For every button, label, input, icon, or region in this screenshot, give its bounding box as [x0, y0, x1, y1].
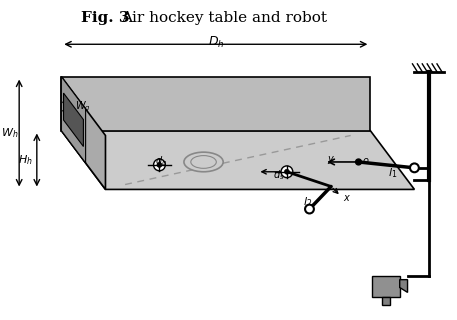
- Circle shape: [157, 163, 162, 167]
- Polygon shape: [61, 76, 106, 189]
- Polygon shape: [382, 297, 390, 305]
- Circle shape: [281, 166, 293, 178]
- Text: $D_h$: $D_h$: [207, 35, 224, 50]
- Text: $d_s$: $d_s$: [273, 168, 285, 181]
- Text: $H_h$: $H_h$: [18, 153, 32, 167]
- Polygon shape: [400, 280, 408, 292]
- Ellipse shape: [184, 152, 223, 172]
- Circle shape: [154, 159, 165, 171]
- Circle shape: [356, 159, 361, 165]
- Polygon shape: [61, 76, 85, 163]
- Polygon shape: [61, 131, 414, 189]
- Circle shape: [305, 204, 314, 213]
- Text: Air hockey table and robot: Air hockey table and robot: [121, 11, 327, 25]
- Circle shape: [284, 169, 289, 174]
- Polygon shape: [61, 76, 370, 131]
- Text: $x$: $x$: [343, 193, 351, 203]
- Text: $y$: $y$: [327, 154, 335, 166]
- Text: Fig. 3: Fig. 3: [81, 11, 129, 25]
- Polygon shape: [64, 93, 84, 147]
- Polygon shape: [372, 276, 400, 297]
- Text: $d_p$: $d_p$: [155, 154, 167, 169]
- Text: $W_g$: $W_g$: [75, 99, 91, 114]
- Text: $l_1$: $l_1$: [388, 166, 398, 180]
- Text: $l_2$: $l_2$: [303, 195, 313, 209]
- Text: $o$: $o$: [362, 156, 370, 166]
- Circle shape: [410, 164, 419, 172]
- Text: $W_h$: $W_h$: [0, 126, 18, 140]
